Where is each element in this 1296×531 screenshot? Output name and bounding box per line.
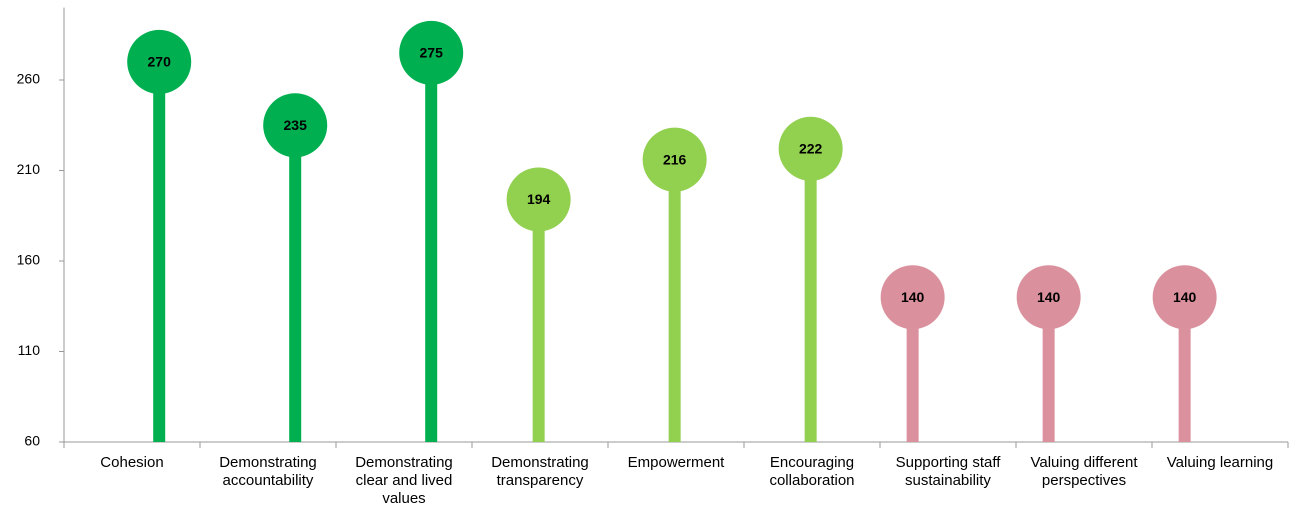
stick [425,52,438,442]
dot [127,29,192,94]
dot [880,265,945,330]
dot [263,93,328,158]
x-tick-label: Empowerment [627,454,725,471]
value-label: 140 [1037,289,1061,305]
x-tick-label: Supporting staff sustainability [895,454,1001,489]
value-label: 275 [420,45,444,61]
value-label: 140 [901,289,925,305]
stick [906,297,919,442]
dot [1152,265,1217,330]
x-tick-label: Demonstrating transparency [491,454,589,489]
x-tick-label: Encouraging collaboration [769,454,855,489]
stick [1042,297,1055,442]
dot [506,167,571,232]
stick [668,159,681,442]
dot [642,127,707,192]
x-tick-label: Valuing different perspectives [1030,454,1138,489]
value-label: 222 [799,140,823,156]
value-label: 216 [663,151,687,167]
x-tick-label: Cohesion [100,454,164,471]
stick [804,148,817,442]
dot [399,20,464,85]
stick [1178,297,1191,442]
value-label: 140 [1173,289,1197,305]
x-tick-label: Valuing learning [1166,454,1274,471]
stick [532,199,545,442]
value-label: 270 [148,54,172,70]
x-tick-label: Demonstrating clear and lived values [355,454,453,507]
value-label: 235 [284,117,308,133]
y-tick-label: 260 [17,71,41,87]
x-tick-label: Demonstrating accountability [219,454,317,489]
stick [153,61,166,443]
stick [289,125,302,442]
dot [1016,265,1081,330]
dot [778,116,843,181]
value-label: 194 [527,191,551,207]
y-tick-label: 110 [18,342,41,358]
y-tick-label: 160 [17,252,41,268]
y-tick-label: 60 [24,433,40,449]
y-tick-label: 210 [17,161,41,177]
